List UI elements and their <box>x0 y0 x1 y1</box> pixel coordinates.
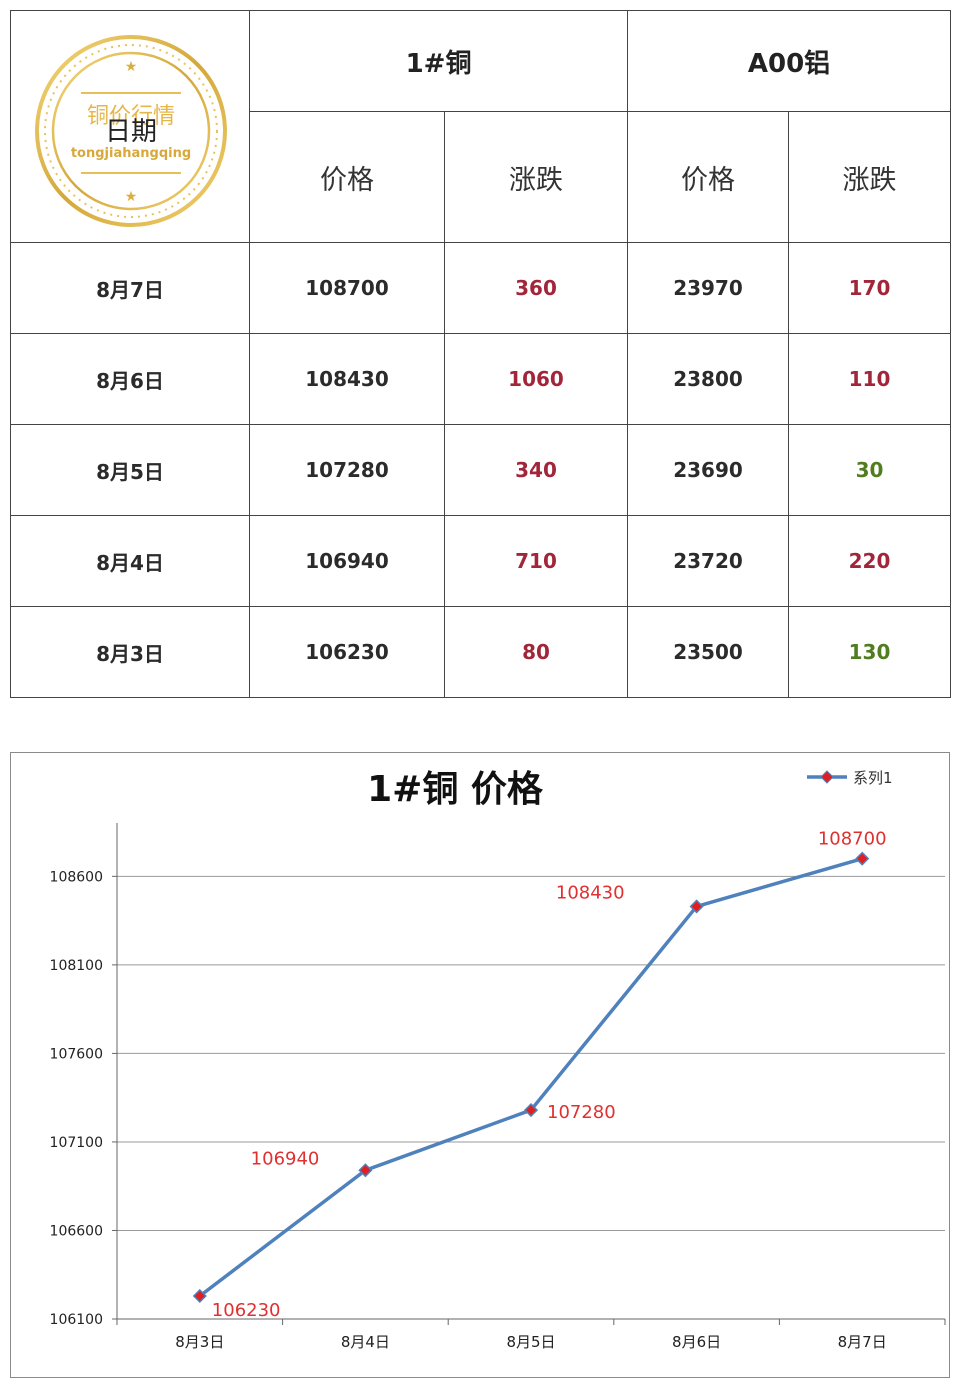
aluminum-price: 23690 <box>627 424 790 516</box>
svg-text:★: ★ <box>125 59 138 75</box>
copper-price: 108430 <box>249 333 445 425</box>
chart-title: 1#铜 价格 <box>367 769 544 810</box>
copper-price: 108700 <box>249 242 445 334</box>
data-point <box>192 1288 207 1304</box>
y-tick-label: 106600 <box>50 1223 103 1239</box>
data-label: 107280 <box>547 1102 616 1123</box>
data-point <box>855 851 870 866</box>
y-tick-label: 107600 <box>50 1046 103 1062</box>
data-label: 106230 <box>212 1300 281 1321</box>
table-row: 8月5日 107280 340 23690 30 <box>10 424 952 516</box>
x-tick-label: 8月7日 <box>838 1333 887 1351</box>
aluminum-change: 130 <box>788 606 952 698</box>
copper-price-header: 价格 <box>249 111 445 243</box>
y-tick-label: 106100 <box>50 1312 103 1328</box>
copper-change: 1060 <box>443 333 629 425</box>
date-header-cell: ★ ★ 铜价行情 tongjiahangqing 日期 <box>10 10 250 243</box>
data-label: 108700 <box>818 829 887 850</box>
line-chart-svg: 1#铜 价格 106100 106600 107100 107600 108100 1086… <box>50 769 946 1351</box>
price-table: ★ ★ 铜价行情 tongjiahangqing 日期 1#铜 A00铝 价格 … <box>10 10 952 698</box>
row-date: 8月7日 <box>10 242 250 334</box>
x-tick-label: 8月5日 <box>506 1333 555 1351</box>
copper-change-header: 涨跌 <box>443 111 629 243</box>
aluminum-price: 23720 <box>627 515 790 607</box>
table-row: 8月4日 106940 710 23720 220 <box>10 515 952 607</box>
aluminum-price: 23500 <box>627 606 790 698</box>
data-point <box>523 1103 539 1118</box>
copper-change: 340 <box>443 424 629 516</box>
aluminum-change: 30 <box>788 424 952 516</box>
row-date: 8月4日 <box>10 515 250 607</box>
y-tick-label: 108600 <box>50 869 103 885</box>
legend-label: 系列1 <box>853 769 893 787</box>
svg-text:铜价行情: 铜价行情 <box>87 104 175 129</box>
copper-price: 106230 <box>249 606 445 698</box>
copper-change: 710 <box>443 515 629 607</box>
seal-logo: ★ ★ 铜价行情 tongjiahangqing <box>35 35 227 227</box>
x-tick-label: 8月3日 <box>175 1333 224 1351</box>
copper-price: 107280 <box>249 424 445 516</box>
table-row: 8月3日 106230 80 23500 130 <box>10 606 952 698</box>
row-date: 8月5日 <box>10 424 250 516</box>
aluminum-price: 23800 <box>627 333 790 425</box>
legend-marker <box>820 770 834 784</box>
data-label: 106940 <box>251 1148 320 1169</box>
data-point <box>689 899 704 914</box>
row-date: 8月3日 <box>10 606 250 698</box>
aluminum-change: 110 <box>788 333 952 425</box>
svg-text:★: ★ <box>125 189 138 205</box>
x-tick-label: 8月6日 <box>672 1333 721 1351</box>
table-row: 8月6日 108430 1060 23800 110 <box>10 333 952 425</box>
row-date: 8月6日 <box>10 333 250 425</box>
date-header: 日期 <box>105 117 158 147</box>
aluminum-price: 23970 <box>627 242 790 334</box>
price-chart: 1#铜 价格 106100 106600 107100 107600 108100 1086… <box>10 752 950 1378</box>
data-point <box>358 1163 373 1178</box>
aluminum-change: 220 <box>788 515 952 607</box>
copper-price: 106940 <box>249 515 445 607</box>
svg-text:tongjiahangqing: tongjiahangqing <box>71 146 191 161</box>
copper-group-header: 1#铜 <box>248 10 629 112</box>
aluminum-change: 170 <box>788 242 952 334</box>
aluminum-price-header: 价格 <box>627 111 790 243</box>
aluminum-group-header: A00铝 <box>627 10 952 112</box>
copper-change: 80 <box>443 606 629 698</box>
data-label: 108430 <box>556 882 625 903</box>
x-tick-label: 8月4日 <box>341 1333 390 1351</box>
y-tick-label: 107100 <box>50 1135 103 1151</box>
copper-change: 360 <box>443 242 629 334</box>
y-tick-label: 108100 <box>50 958 103 974</box>
aluminum-change-header: 涨跌 <box>788 111 952 243</box>
table-row: 8月7日 108700 360 23970 170 <box>10 242 952 334</box>
